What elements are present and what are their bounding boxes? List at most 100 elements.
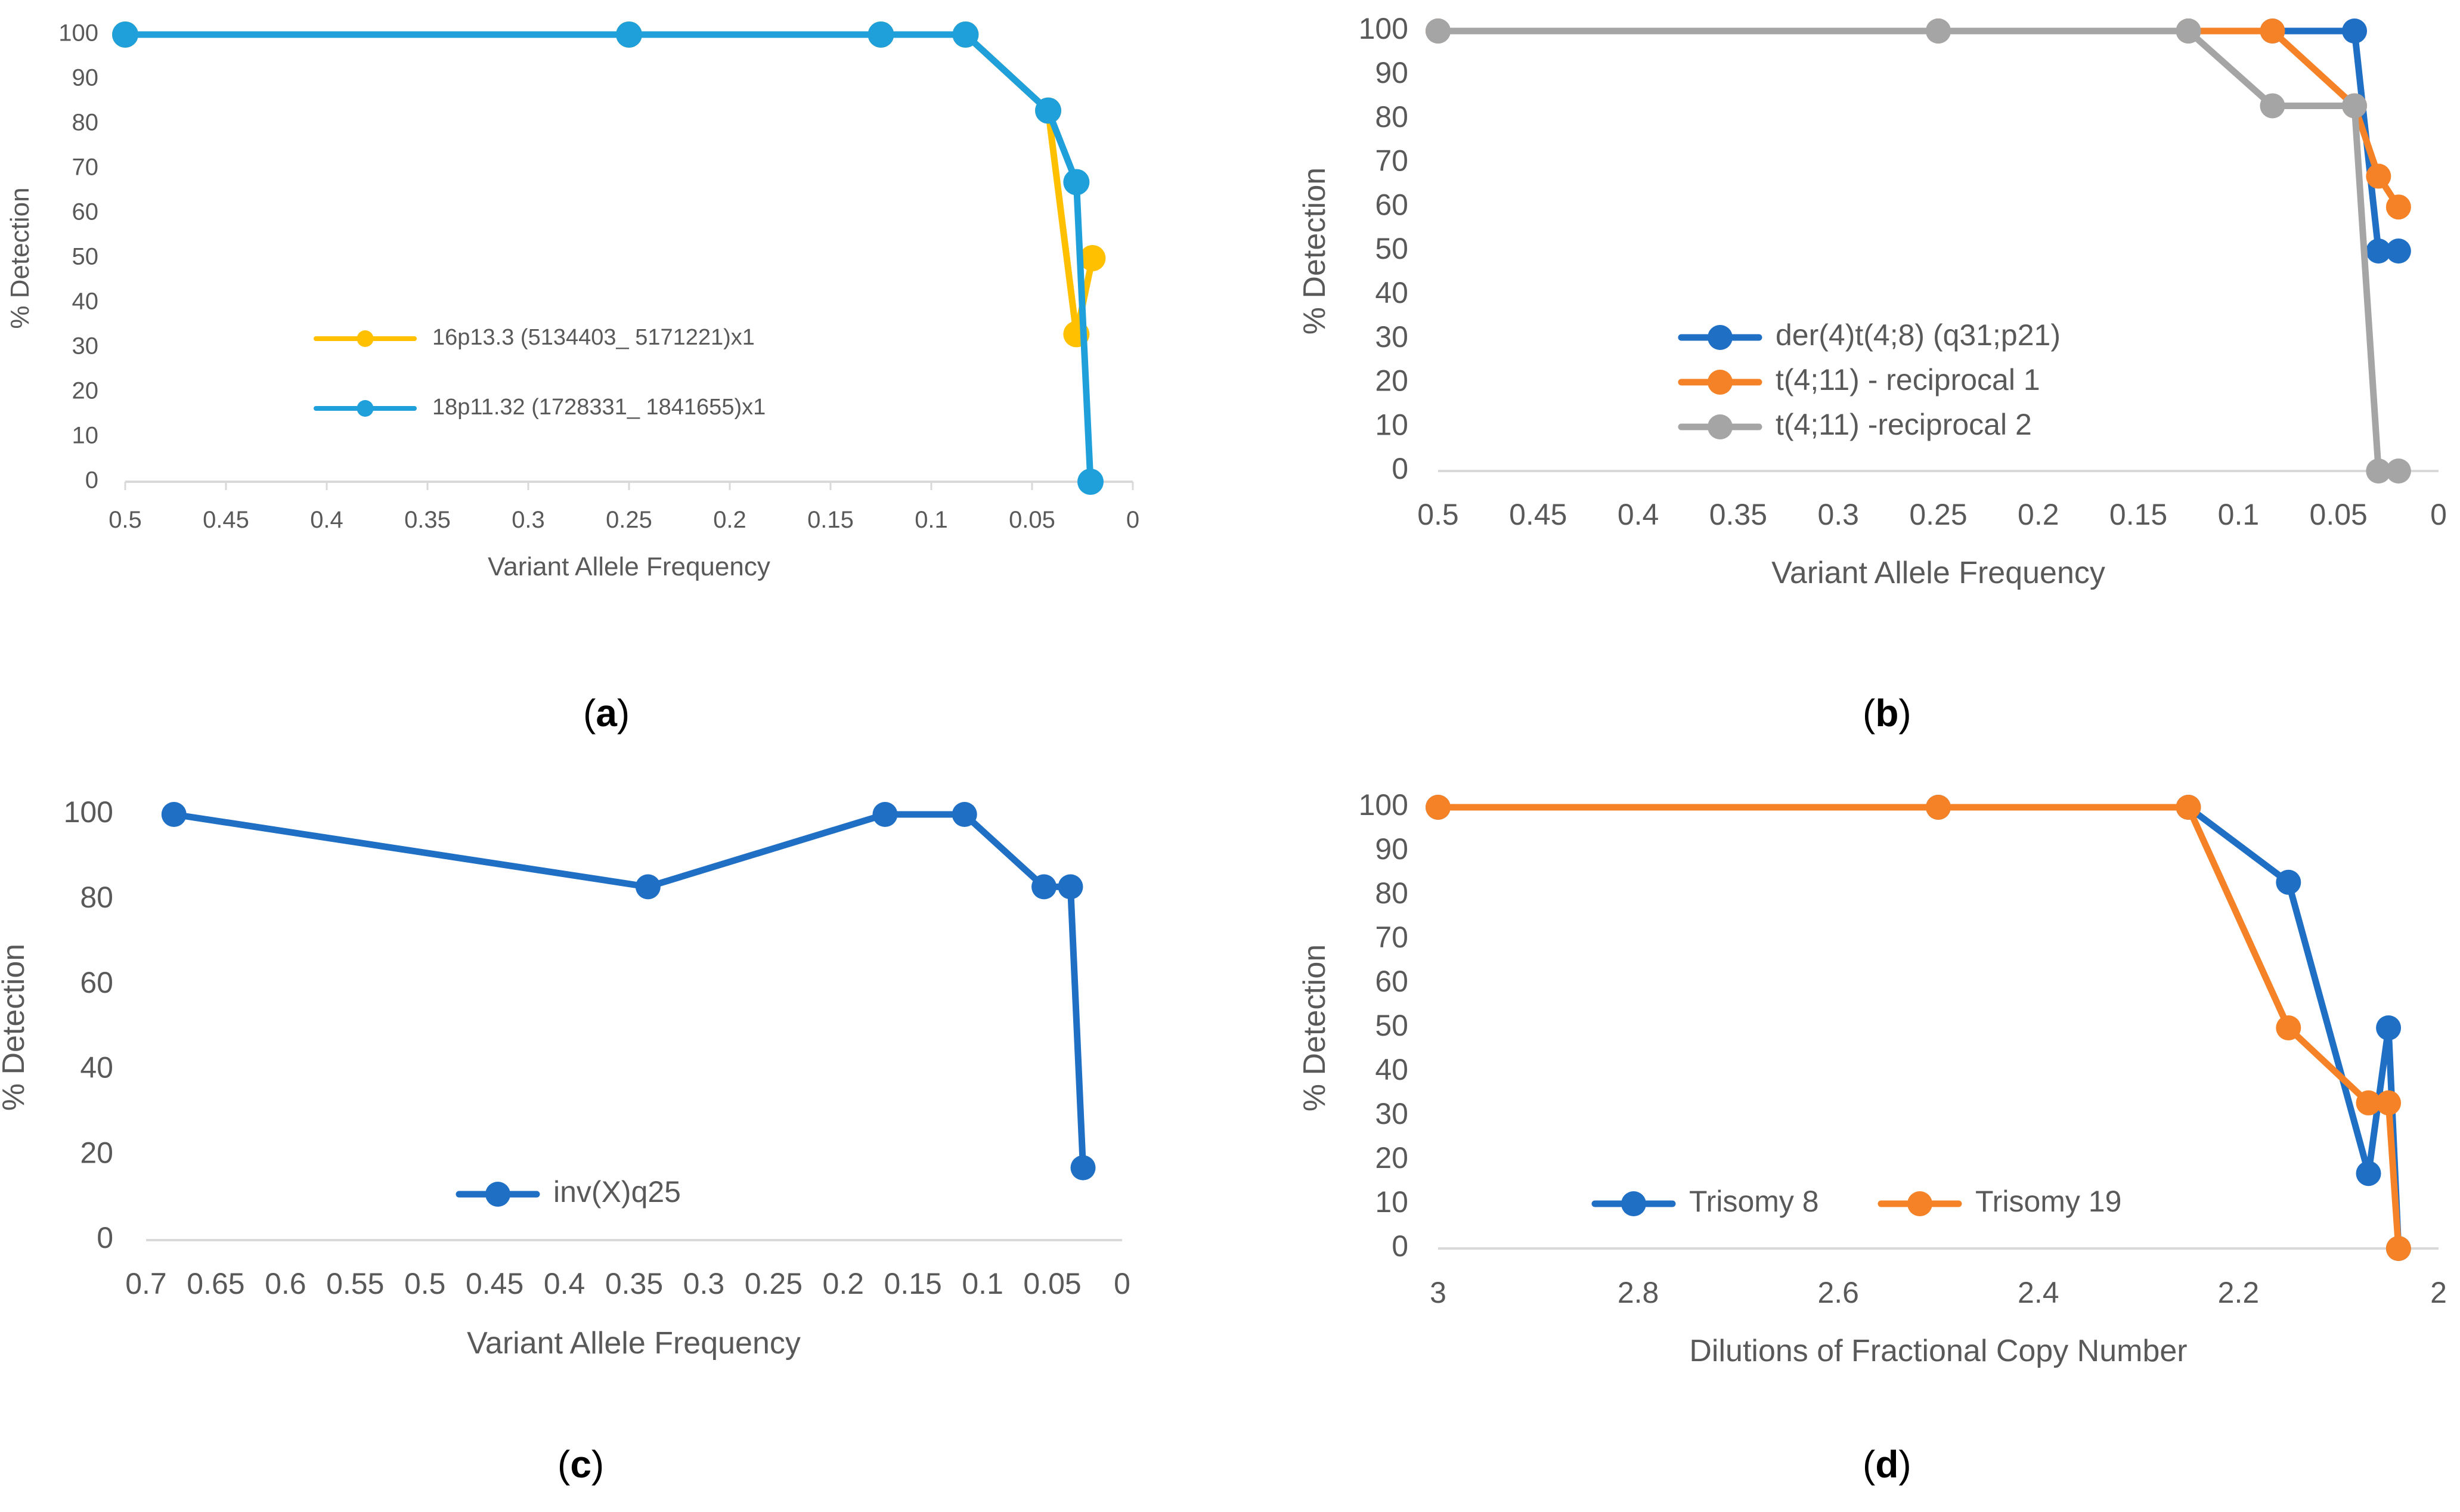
legend-marker xyxy=(1708,325,1733,350)
data-point xyxy=(112,21,138,48)
data-point xyxy=(1077,469,1104,495)
y-tick-label: 30 xyxy=(1375,320,1408,354)
data-point xyxy=(867,21,894,48)
y-tick-label: 60 xyxy=(80,966,113,999)
y-tick-label: 20 xyxy=(1375,1141,1408,1175)
y-tick-label: 20 xyxy=(1375,364,1408,398)
data-point xyxy=(1079,245,1106,271)
legend-item: der(4)t(4;8) (q31;p21) xyxy=(1678,318,2061,352)
y-tick-label: 50 xyxy=(1375,1009,1408,1042)
x-tick-label: 0.15 xyxy=(807,507,854,533)
x-tick-label: 0.25 xyxy=(745,1267,803,1300)
series-3 xyxy=(1426,18,2411,484)
x-tick-label: 0.6 xyxy=(265,1267,306,1300)
data-point xyxy=(1426,795,1451,820)
y-tick-label: 50 xyxy=(72,244,99,270)
x-tick-label: 0.1 xyxy=(915,507,948,533)
legend-item: Trisomy 8 xyxy=(1591,1185,1819,1218)
panel-label: (c) xyxy=(557,1443,604,1486)
legend-marker xyxy=(357,330,374,347)
y-tick-label: 30 xyxy=(1375,1097,1408,1130)
x-tick-label: 0.1 xyxy=(962,1267,1003,1300)
x-tick-label: 0.65 xyxy=(187,1267,244,1300)
legend-label: 18p11.32 (1728331_ 1841655)x1 xyxy=(432,395,766,420)
legend-item: t(4;11) -reciprocal 2 xyxy=(1678,408,2032,441)
x-tick-label: 2.2 xyxy=(2218,1276,2260,1309)
data-point xyxy=(161,802,187,827)
data-point xyxy=(1058,874,1083,900)
y-axis-title: % Detection xyxy=(1297,944,1332,1111)
y-tick-label: 0 xyxy=(85,467,98,494)
panel-label: (b) xyxy=(1863,692,1911,735)
legend-item: t(4;11) - reciprocal 1 xyxy=(1678,363,2040,396)
x-tick-label: 0.2 xyxy=(2018,498,2059,531)
legend-label: 16p13.3 (5134403_ 5171221)x1 xyxy=(432,325,755,350)
data-point xyxy=(2176,18,2201,44)
x-tick-label: 0.25 xyxy=(1909,498,1967,531)
data-point xyxy=(2356,1090,2381,1116)
data-point xyxy=(952,21,979,48)
series-2 xyxy=(112,21,1104,495)
y-tick-label: 40 xyxy=(1375,1053,1408,1086)
y-axis-title: % Detection xyxy=(1297,168,1332,334)
x-tick-label: 0.7 xyxy=(125,1267,167,1300)
x-tick-label: 0.45 xyxy=(1509,498,1567,531)
chart-panel-c: 0.7 0.65 0.6 0.55 0.5 0.45 0.4 0.35 0.3 0.25 0.2 0.… xyxy=(0,795,1130,1486)
data-point xyxy=(2276,1015,2301,1040)
series-1 xyxy=(161,802,1096,1181)
data-point xyxy=(1426,18,1451,44)
y-tick-label: 80 xyxy=(1375,100,1408,134)
y-tick-label: 0 xyxy=(1392,452,1408,485)
data-point xyxy=(872,802,898,827)
data-point xyxy=(1031,874,1057,900)
data-point xyxy=(635,874,661,900)
legend: 16p13.3 (5134403_ 5171221)x1 18p11.32 (17… xyxy=(314,325,766,420)
x-axis-title: Dilutions of Fractional Copy Number xyxy=(1689,1334,2187,1368)
x-tick-label: 0.3 xyxy=(1817,498,1859,531)
x-tick-label: 3 xyxy=(1430,1276,1446,1309)
x-tick-label: 0.05 xyxy=(1023,1267,1081,1300)
x-tick-label: 0.2 xyxy=(713,507,746,533)
x-tick-label: 0.4 xyxy=(1618,498,1659,531)
y-tick-label: 100 xyxy=(1359,12,1408,45)
y-tick-label: 80 xyxy=(72,110,99,136)
y-tick-label: 10 xyxy=(1375,408,1408,441)
panel-label: (a) xyxy=(583,692,630,735)
x-tick-label: 2.4 xyxy=(2018,1276,2059,1309)
x-tick-label: 0 xyxy=(2430,498,2447,531)
data-point xyxy=(2260,93,2285,119)
x-tick-label: 0.4 xyxy=(310,507,343,533)
x-axis-title: Variant Allele Frequency xyxy=(488,552,770,581)
data-point xyxy=(2385,458,2411,484)
x-tick-label: 2.6 xyxy=(1817,1276,1859,1309)
legend-marker xyxy=(357,400,374,417)
legend-label: inv(X)q25 xyxy=(553,1175,681,1209)
y-tick-label: 70 xyxy=(1375,921,1408,954)
legend-label: der(4)t(4;8) (q31;p21) xyxy=(1776,318,2061,352)
data-point xyxy=(2376,1015,2402,1040)
y-tick-label: 80 xyxy=(1375,876,1408,910)
x-tick-label: 0.35 xyxy=(605,1267,663,1300)
data-point xyxy=(1926,795,1951,820)
y-tick-label: 0 xyxy=(1392,1229,1408,1263)
data-point xyxy=(2342,93,2368,119)
x-tick-label: 0.05 xyxy=(1009,507,1055,533)
x-tick-label: 0.1 xyxy=(2218,498,2260,531)
legend-label: t(4;11) - reciprocal 1 xyxy=(1776,363,2040,396)
data-point xyxy=(2376,1090,2402,1116)
x-tick-label: 0.45 xyxy=(203,507,249,533)
panels: 0.5 0.45 0.4 0.35 0.3 0.25 0.2 0.15 0.1 0.05 0 0 10 2… xyxy=(0,12,2447,1486)
data-point xyxy=(2366,163,2391,189)
y-tick-label: 60 xyxy=(1375,188,1408,221)
x-axis-title: Variant Allele Frequency xyxy=(467,1326,801,1361)
legend-label: Trisomy 8 xyxy=(1689,1185,1819,1218)
data-point xyxy=(2176,795,2201,820)
legend-marker xyxy=(1907,1191,1932,1216)
data-point xyxy=(952,802,977,827)
data-point xyxy=(2356,1161,2381,1186)
x-tick-label: 0.5 xyxy=(109,507,142,533)
chart-panel-d: 3 2.8 2.6 2.4 2.2 20102030405060708090100Dilu… xyxy=(1297,788,2447,1486)
x-tick-label: 0.05 xyxy=(2310,498,2368,531)
